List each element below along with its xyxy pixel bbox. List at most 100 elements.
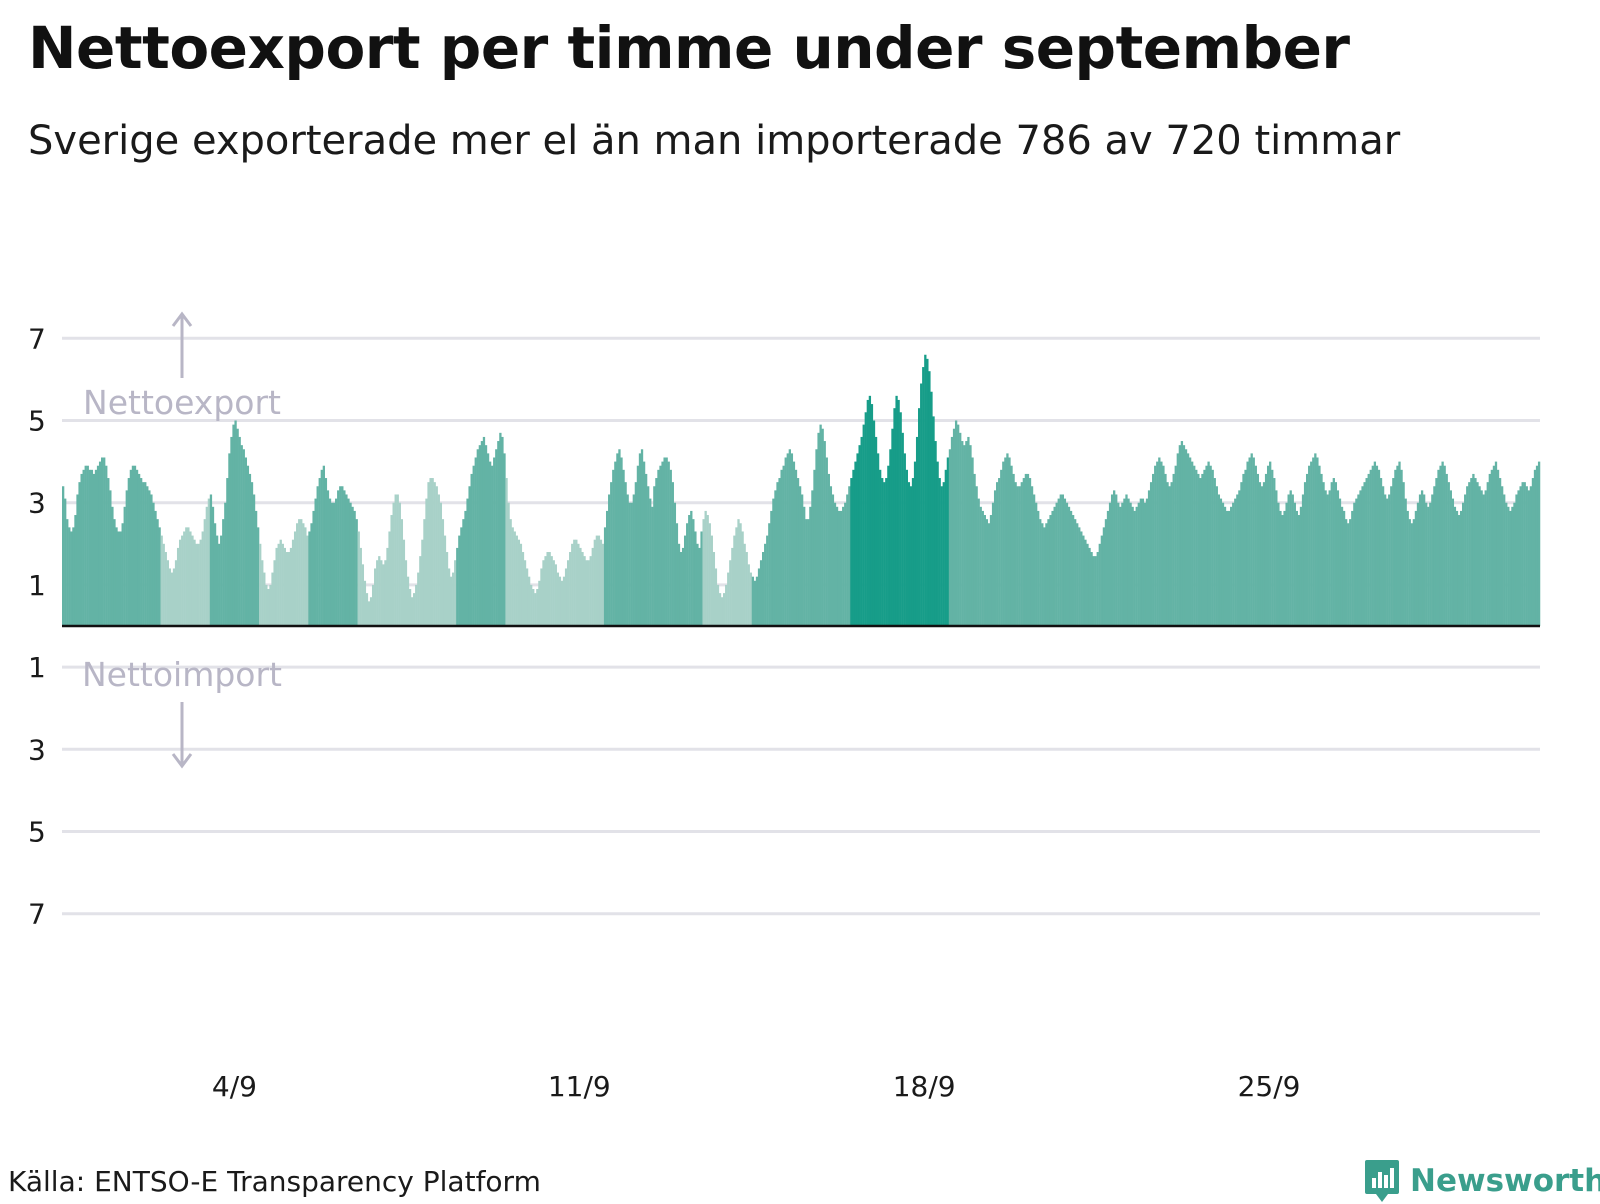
- hour-bar: [140, 478, 143, 626]
- hour-bar: [671, 482, 674, 626]
- hour-bar: [634, 482, 638, 626]
- hour-bar: [850, 478, 853, 626]
- hour-bar: [359, 547, 362, 626]
- hour-bar: [659, 465, 662, 626]
- hour-bar: [950, 436, 954, 626]
- hour-bar: [1279, 510, 1282, 626]
- hour-bar: [829, 486, 833, 626]
- hour-bar: [967, 436, 970, 626]
- hour-bar: [269, 584, 272, 626]
- hour-bar: [1026, 473, 1030, 626]
- hour-bar: [1133, 510, 1136, 626]
- hour-bar: [1250, 453, 1253, 626]
- hour-bar: [1035, 502, 1038, 626]
- hour-bar: [669, 469, 672, 626]
- hour-bar: [911, 478, 915, 626]
- hour-bar: [1355, 498, 1358, 626]
- hour-bar: [1381, 486, 1385, 626]
- hour-bar: [1511, 506, 1514, 626]
- hour-bar: [1303, 482, 1307, 626]
- hour-bar: [70, 531, 73, 626]
- hour-bar: [72, 527, 75, 626]
- hour-bar: [257, 527, 260, 626]
- hour-bar: [1472, 473, 1475, 626]
- hour-bar: [209, 494, 213, 626]
- x-tick-label: 11/9: [548, 1070, 611, 1103]
- hour-bar: [1178, 445, 1182, 626]
- hour-bar: [737, 519, 740, 626]
- hour-bar: [1320, 473, 1323, 626]
- hour-bar: [1324, 490, 1327, 626]
- hour-bar: [957, 424, 960, 626]
- hour-bar: [1490, 469, 1494, 626]
- hour-bar: [427, 482, 430, 626]
- hour-bar: [1488, 473, 1491, 626]
- hour-bar: [1191, 461, 1194, 626]
- hour-bar: [361, 564, 365, 626]
- hour-bar: [197, 543, 200, 626]
- hour-bar: [1386, 498, 1389, 626]
- hour-bar: [170, 572, 174, 626]
- hour-bar: [819, 424, 822, 626]
- hour-bar: [324, 478, 328, 626]
- hour-bar: [285, 552, 289, 626]
- hour-bar: [1244, 469, 1247, 626]
- hour-bar: [1308, 465, 1311, 626]
- hour-bar: [1125, 494, 1128, 626]
- hour-bar: [1022, 478, 1025, 626]
- hour-bar: [628, 502, 631, 626]
- hour-bar: [651, 506, 654, 626]
- hour-bar: [1248, 457, 1251, 626]
- hour-bar: [181, 535, 184, 626]
- hour-bar: [1494, 461, 1498, 626]
- hour-bar: [176, 547, 180, 626]
- hour-bar: [614, 461, 617, 626]
- hour-bar: [926, 358, 929, 626]
- hour-bar: [872, 420, 876, 626]
- hour-bar: [870, 404, 874, 626]
- hour-bar: [1509, 510, 1512, 626]
- hour-bar: [579, 547, 582, 626]
- hour-bar: [1186, 453, 1190, 626]
- hour-bar: [228, 453, 231, 626]
- hour-bar: [649, 498, 652, 626]
- hour-bar: [1043, 527, 1046, 626]
- hour-bar: [788, 449, 791, 626]
- hour-bar: [1221, 502, 1225, 626]
- hour-bar: [174, 560, 178, 626]
- hour-bar: [1517, 490, 1520, 626]
- hour-bar: [135, 469, 139, 626]
- hour-bar: [410, 597, 414, 626]
- hour-bar: [462, 519, 465, 626]
- hour-bar: [624, 482, 627, 626]
- hour-bar: [363, 580, 367, 626]
- hour-bar: [1431, 494, 1434, 626]
- x-tick-label: 4/9: [212, 1070, 257, 1103]
- hour-bar: [84, 465, 87, 626]
- hour-bar: [213, 523, 217, 626]
- hour-bar: [1061, 494, 1064, 626]
- hour-bar: [1476, 482, 1479, 626]
- hour-bar: [367, 601, 371, 626]
- hour-bar: [837, 510, 841, 626]
- hour-bar: [310, 523, 313, 626]
- hour-bar: [1342, 510, 1346, 626]
- hour-bar: [246, 465, 250, 626]
- hour-bar: [973, 473, 976, 626]
- hour-bar: [499, 432, 502, 626]
- hour-bar: [261, 560, 264, 626]
- hour-bar: [881, 478, 884, 626]
- hour-bar: [166, 560, 169, 626]
- hour-bar: [1139, 498, 1143, 626]
- hour-bar: [874, 436, 878, 626]
- hour-bar: [466, 498, 469, 626]
- hour-bar: [511, 527, 514, 626]
- hour-bar: [96, 465, 100, 626]
- hour-bar: [1053, 506, 1056, 626]
- hour-bar: [523, 560, 527, 626]
- hour-bar: [692, 519, 695, 626]
- hour-bar: [770, 510, 773, 626]
- hour-bar: [195, 543, 198, 626]
- hour-bar: [78, 482, 81, 626]
